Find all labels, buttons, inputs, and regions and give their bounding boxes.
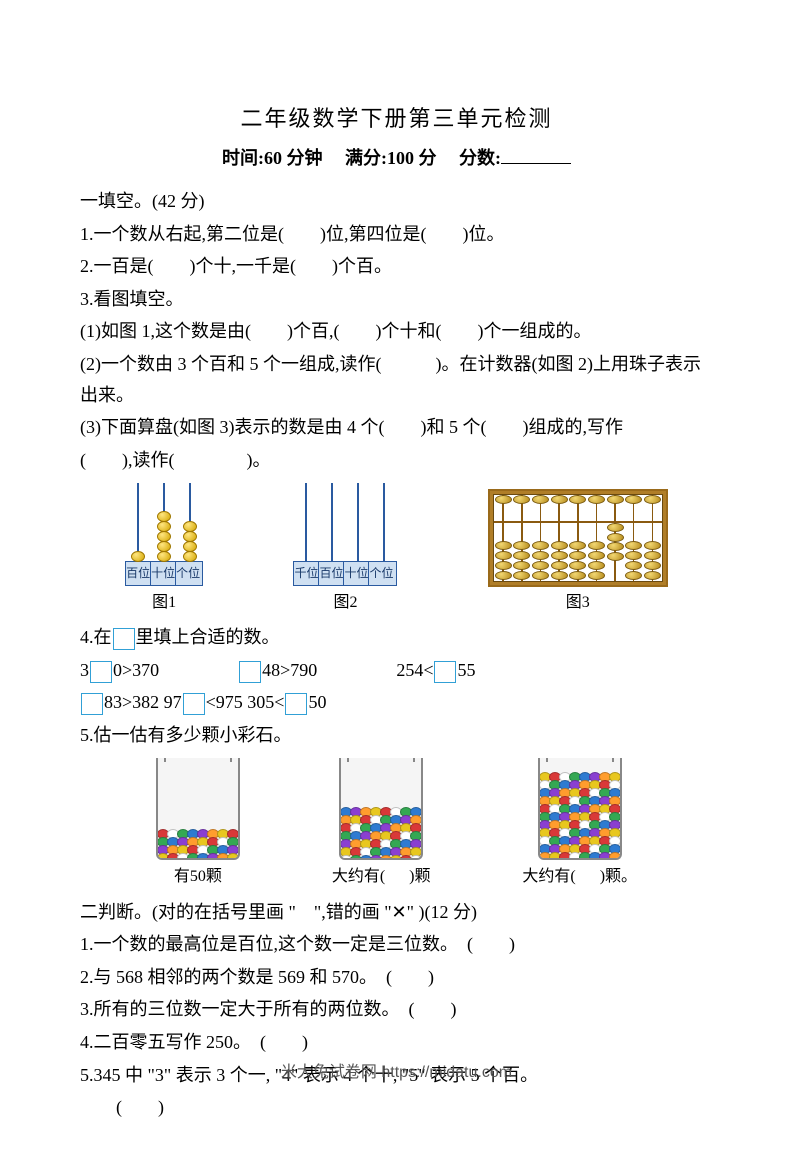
beaker-icon — [156, 758, 240, 860]
q1-3: 3.看图填空。 — [80, 284, 713, 315]
t: 大约有( — [332, 868, 385, 885]
fill-box-icon[interactable] — [285, 693, 307, 715]
t: 55 — [457, 660, 475, 680]
t: 48>790 — [262, 660, 317, 680]
fill-box-icon[interactable] — [90, 661, 112, 683]
t: 0>370 — [113, 660, 159, 680]
section2-heading: 二判断。(对的在括号里画 " ",错的画 "✕" )(12 分) — [80, 897, 713, 928]
q2-2: 2.与 568 相邻的两个数是 569 和 570。 ( ) — [80, 962, 713, 993]
counter-1: 百位十位个位 — [125, 481, 203, 585]
fill-box-icon[interactable] — [113, 628, 135, 650]
q1-4-row2: 83>382 97 <975 305< 50 — [80, 687, 713, 718]
score-label: 分数: — [459, 148, 501, 168]
fill-box-icon[interactable] — [239, 661, 261, 683]
beaker-icon — [339, 758, 423, 860]
t: 254< — [396, 660, 433, 680]
q2-5b: ( ) — [80, 1092, 713, 1123]
q2-4: 4.二百零五写作 250。 ( ) — [80, 1027, 713, 1058]
q1-3-1: (1)如图 1,这个数是由( )个百,( )个十和( )个一组成的。 — [80, 316, 713, 347]
t: )颗 — [409, 868, 430, 885]
q2-3: 3.所有的三位数一定大于所有的两位数。 ( ) — [80, 994, 713, 1025]
score-blank[interactable] — [501, 163, 571, 164]
counter-2: 千位百位十位个位 — [293, 481, 397, 585]
fill-box-icon[interactable] — [183, 693, 205, 715]
figure-2: 千位百位十位个位 图2 — [293, 481, 397, 616]
t: )颗。 — [600, 868, 637, 885]
fig1-caption: 图1 — [125, 589, 203, 616]
q1-3-3b: ( ),读作( )。 — [80, 445, 713, 476]
t: <975 305< — [206, 692, 285, 712]
q1-2: 2.一百是( )个十,一千是( )个百。 — [80, 251, 713, 282]
fill-box-icon[interactable] — [434, 661, 456, 683]
stones-row: 有50颗 大约有( )颗 大约有( )颗。 — [110, 758, 683, 890]
figures-row: 百位十位个位 图1 千位百位十位个位 图2 图3 — [80, 481, 713, 616]
abacus — [488, 489, 668, 587]
t: 83>382 97 — [104, 692, 182, 712]
full-score-label: 满分:100 分 — [345, 148, 437, 168]
beaker-1: 有50颗 — [156, 758, 240, 890]
t: 3 — [80, 660, 89, 680]
t: 大约有( — [522, 868, 575, 885]
fill-box-icon[interactable] — [81, 693, 103, 715]
beaker-3: 大约有( )颗。 — [522, 758, 637, 890]
page-title: 二年级数学下册第三单元检测 — [80, 100, 713, 137]
beaker-icon — [538, 758, 622, 860]
fig2-caption: 图2 — [293, 589, 397, 616]
t: 50 — [308, 692, 326, 712]
q1-1: 1.一个数从右起,第二位是( )位,第四位是( )位。 — [80, 219, 713, 250]
q1-3-2: (2)一个数由 3 个百和 5 个一组成,读作( )。在计数器(如图 2)上用珠… — [80, 349, 713, 410]
meta-line: 时间:60 分钟 满分:100 分 分数: — [80, 143, 713, 174]
figure-3: 图3 — [488, 489, 668, 616]
figure-1: 百位十位个位 图1 — [125, 481, 203, 616]
q1-4-row1: 3 0>370 48>790 254< 55 — [80, 655, 713, 686]
q1-5: 5.估一估有多少颗小彩石。 — [80, 720, 713, 751]
beaker1-caption: 有50颗 — [174, 868, 222, 885]
beaker-2: 大约有( )颗 — [332, 758, 431, 890]
q2-1: 1.一个数的最高位是百位,这个数一定是三位数。 ( ) — [80, 929, 713, 960]
q1-4-text-b: 里填上合适的数。 — [136, 627, 280, 647]
q1-4-text-a: 4.在 — [80, 627, 112, 647]
time-label: 时间:60 分钟 — [222, 148, 323, 168]
q1-3-3a: (3)下面算盘(如图 3)表示的数是由 4 个( )和 5 个( )组成的,写作 — [80, 412, 713, 443]
section1-heading: 一填空。(42 分) — [80, 186, 713, 217]
fig3-caption: 图3 — [488, 589, 668, 616]
q1-4: 4.在 里填上合适的数。 — [80, 622, 713, 653]
page-footer: 米大兔试卷网 https://midatu.com — [0, 1058, 793, 1082]
